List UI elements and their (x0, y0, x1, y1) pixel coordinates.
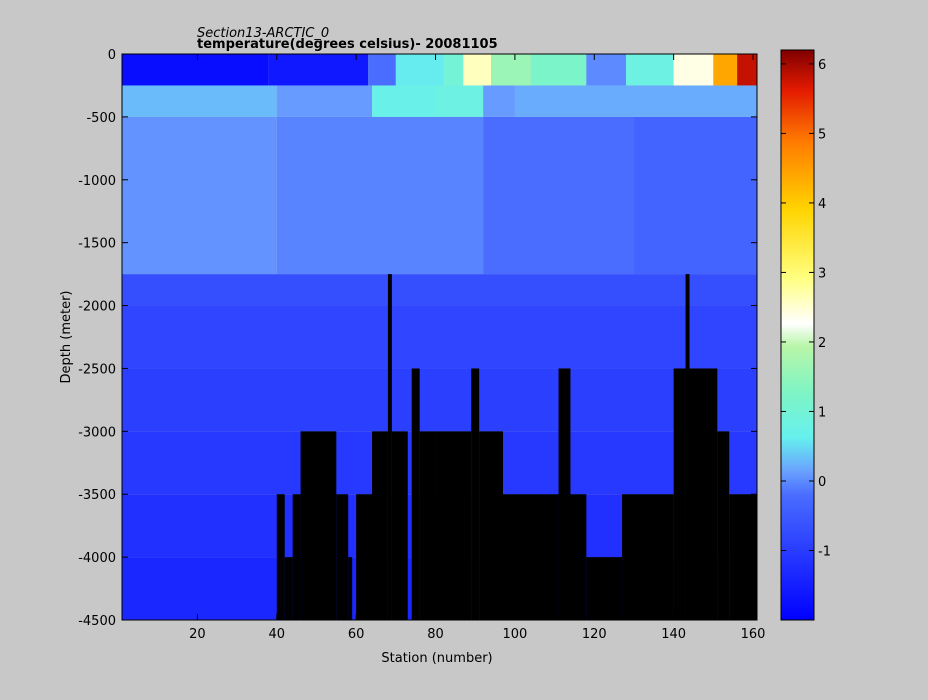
y-tick-label: -1000 (78, 174, 116, 189)
heatmap-cell (435, 85, 484, 117)
y-tick-label: -500 (86, 111, 116, 126)
colorbar-tick-label: 4 (818, 197, 826, 212)
plot-area (122, 54, 757, 620)
heatmap-cell (483, 85, 515, 117)
heatmap-cell (463, 54, 492, 86)
no-data-column (622, 494, 674, 620)
x-tick-label: 160 (741, 627, 766, 642)
no-data-column (479, 431, 503, 620)
no-data-column (284, 557, 293, 620)
y-tick-label: -2500 (78, 362, 116, 377)
x-tick-label: 140 (661, 627, 686, 642)
heatmap-cell (122, 305, 757, 369)
axes: 20 40 60 80 100 120 140 160 0 -500 -1000 -1500 -2000… (78, 48, 765, 642)
no-data-column (348, 557, 353, 620)
y-axis-label: Depth (meter) (59, 291, 74, 384)
no-data-column (685, 274, 690, 620)
y-tick-label: -1500 (78, 237, 116, 252)
y-tick-label: 0 (108, 48, 116, 63)
heatmap-cell (122, 116, 277, 275)
plot-frame (121, 53, 758, 621)
heatmap-cell (586, 54, 627, 86)
colorbar: -1 0 1 2 3 4 5 6 (780, 49, 831, 621)
heatmap-cell (276, 116, 484, 275)
no-data-column (276, 494, 285, 620)
colorbar-tick-label: 1 (818, 405, 826, 420)
y-tick-label: -3000 (78, 425, 116, 440)
heatmap-cell (372, 85, 436, 117)
colorbar-tick-label: 2 (818, 336, 826, 351)
y-tick-label: -2000 (78, 300, 116, 315)
no-data-column (300, 431, 337, 620)
heatmap-cell (633, 116, 757, 275)
x-axis-label: Station (number) (381, 651, 492, 666)
heatmap-cell (483, 116, 634, 275)
colorbar-tick-label: 5 (818, 127, 826, 142)
colorbar-tick-label: 6 (818, 58, 826, 73)
no-data-column (292, 494, 301, 620)
heatmap-cell (122, 54, 269, 86)
no-data-column (372, 431, 388, 620)
colorbar-tick-label: 0 (818, 475, 826, 490)
colorbar-tick-label: 3 (818, 266, 826, 281)
no-data-column (356, 494, 373, 620)
heatmap-cell (122, 85, 277, 117)
no-data-column (717, 431, 730, 620)
no-data-column (411, 368, 420, 620)
chart-subtitle: temperature(degrees celsius)- 20081105 (197, 37, 498, 52)
heatmap-cell (122, 368, 757, 432)
no-data-column (586, 557, 623, 620)
heatmap-cell (122, 274, 757, 306)
y-tick-label: -3500 (78, 488, 116, 503)
heatmap-cell (395, 54, 444, 86)
heatmap-cell (713, 54, 738, 86)
x-tick-label: 60 (348, 627, 365, 642)
x-tick-label: 100 (502, 627, 527, 642)
chart-title: Section13-ARCTIC_0 (197, 26, 329, 41)
no-data-column (391, 431, 408, 620)
x-tick-label: 80 (427, 627, 444, 642)
no-data-column (503, 494, 559, 620)
colorbar-tick-label: -1 (818, 544, 831, 559)
heatmap-cell (276, 85, 373, 117)
heatmap-cell (491, 54, 531, 86)
no-data-column (570, 494, 587, 620)
no-data-column (435, 431, 472, 620)
no-data-column (419, 431, 436, 620)
x-tick-label: 40 (269, 627, 286, 642)
x-tick-label: 20 (189, 627, 206, 642)
colorbar-gradient (780, 49, 815, 621)
no-data-column (558, 368, 571, 620)
no-data-column (387, 274, 392, 620)
heatmap-cell (368, 54, 396, 86)
heatmap-cell (626, 54, 674, 86)
x-tick-label: 120 (582, 627, 607, 642)
no-data-column (689, 368, 718, 620)
heatmap-cell (514, 85, 757, 117)
y-tick-label: -4000 (78, 551, 116, 566)
no-data-column (673, 368, 686, 620)
no-data-column (471, 368, 480, 620)
heatmap-cell (737, 54, 757, 86)
heatmap-cell (530, 54, 587, 86)
no-data-column (336, 494, 349, 620)
heatmap-cell (268, 54, 369, 86)
heatmap-cell (673, 54, 714, 86)
y-tick-label: -4500 (78, 614, 116, 629)
heatmap-cell (443, 54, 464, 86)
